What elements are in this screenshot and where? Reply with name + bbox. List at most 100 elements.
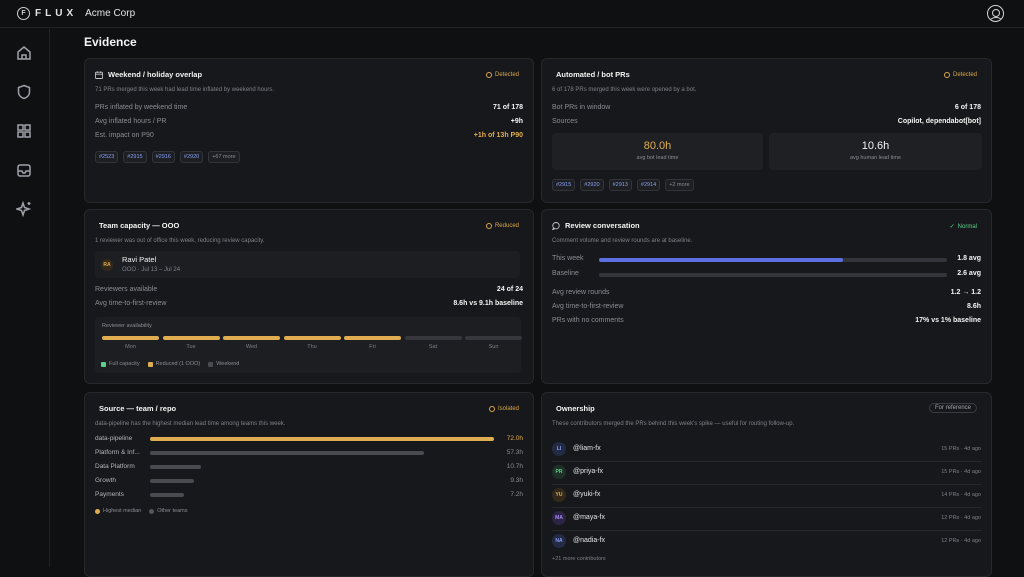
contributor-meta: 12 PRs · 4d ago bbox=[941, 515, 981, 521]
contributor-row[interactable]: LI @liam-fx 15 PRs · 4d ago bbox=[552, 441, 981, 459]
legend-label: Other teams bbox=[157, 508, 188, 514]
baseline-bar bbox=[599, 273, 947, 277]
bots-row: Sources Copilot, dependabot[bot] bbox=[552, 118, 981, 125]
row-label: PRs inflated by weekend time bbox=[95, 104, 188, 111]
org-name[interactable]: Acme Corp bbox=[85, 8, 136, 19]
more-contributors[interactable]: +21 more contributors bbox=[552, 556, 606, 562]
human-lead-time-stat: 10.6h avg human lead time bbox=[769, 133, 982, 170]
weekend-row: PRs inflated by weekend time 71 of 178 bbox=[95, 104, 523, 111]
avatar: NA bbox=[552, 534, 566, 548]
this-week-track bbox=[599, 258, 947, 262]
contributor-handle: @nadia-fx bbox=[573, 537, 606, 544]
ooo-person[interactable]: RA Ravi Patel OOO · Jul 13 – Jul 24 bbox=[95, 251, 520, 278]
weekend-title: Weekend / holiday overlap bbox=[108, 70, 203, 79]
row-value: 17% vs 1% baseline bbox=[915, 317, 981, 324]
row-value: 71 of 178 bbox=[493, 104, 523, 111]
contributor-row[interactable]: MA @maya-fx 12 PRs · 4d ago bbox=[552, 510, 981, 528]
team-name: Payments bbox=[95, 491, 124, 498]
pr-chip[interactable]: #2920 bbox=[179, 151, 204, 163]
contributor-row[interactable]: YU @yuki-fx 14 PRs · 4d ago bbox=[552, 487, 981, 505]
row-divider bbox=[552, 530, 981, 531]
team-value: 10.7h bbox=[506, 463, 523, 470]
nav-inbox-icon[interactable] bbox=[15, 161, 33, 179]
nav-home-icon[interactable] bbox=[15, 44, 33, 62]
weekend-subtitle: 71 PRs merged this week had lead time in… bbox=[95, 87, 275, 93]
day-label: Wed bbox=[245, 344, 258, 350]
nav-grid-icon[interactable] bbox=[15, 122, 33, 140]
contributor-meta: 12 PRs · 4d ago bbox=[941, 538, 981, 544]
nav-shield-icon[interactable] bbox=[15, 83, 33, 101]
day-label: Fri bbox=[369, 344, 376, 350]
day-availability-bar bbox=[465, 336, 522, 340]
day-label: Thu bbox=[307, 344, 317, 350]
row-label: Avg time-to-first-review bbox=[95, 300, 167, 307]
team-value: 72.0h bbox=[506, 435, 523, 442]
person-meta: OOO · Jul 13 – Jul 24 bbox=[122, 267, 181, 273]
contributor-meta: 15 PRs · 4d ago bbox=[941, 446, 981, 452]
row-value: 1.8 avg bbox=[957, 255, 981, 262]
nav-sparkle-icon[interactable] bbox=[15, 200, 33, 218]
row-value: +1h of 13h P90 bbox=[473, 132, 523, 139]
this-week-bar bbox=[599, 258, 843, 262]
baseline-track bbox=[599, 273, 947, 277]
team-bar bbox=[150, 479, 195, 483]
row-label: Bot PRs in window bbox=[552, 104, 611, 111]
legend-label: Full capacity bbox=[109, 361, 140, 367]
review-row: Avg review rounds 1.2 → 1.2 bbox=[552, 289, 981, 296]
row-value: Copilot, dependabot[bot] bbox=[897, 118, 981, 125]
capacity-row: Reviewers available 24 of 24 bbox=[95, 286, 523, 293]
weekend-row: Avg inflated hours / PR +9h bbox=[95, 118, 523, 125]
logo-text: FLUX bbox=[35, 8, 78, 19]
pr-chip[interactable]: #2915 bbox=[552, 179, 576, 191]
team-value: 7.2h bbox=[510, 491, 523, 498]
comment-icon bbox=[552, 221, 560, 230]
team-name: data-pipeline bbox=[95, 435, 133, 442]
capacity-subtitle: 1 reviewer was out of office this week, … bbox=[95, 238, 265, 244]
row-label: Avg inflated hours / PR bbox=[95, 118, 167, 125]
more-prs-chip[interactable]: +67 more bbox=[208, 151, 240, 163]
row-value: 2.6 avg bbox=[957, 270, 981, 277]
pr-chip[interactable]: #2920 bbox=[580, 179, 604, 191]
capacity-title: Team capacity — OOO bbox=[99, 221, 180, 230]
capacity-row: Avg time-to-first-review 8.6h vs 9.1h bas… bbox=[95, 300, 523, 307]
row-label: Sources bbox=[552, 118, 578, 125]
contributor-handle: @priya-fx bbox=[573, 468, 604, 475]
capacity-status-badge: Reduced bbox=[485, 223, 519, 229]
weekend-badge-label: Detected bbox=[494, 72, 519, 78]
top-bar: F FLUX Acme Corp bbox=[0, 0, 1024, 28]
stat-label: avg bot lead time bbox=[636, 155, 679, 161]
row-label: Reviewers available bbox=[95, 286, 158, 293]
bots-title: Automated / bot PRs bbox=[556, 70, 630, 79]
source-status-badge: Isolated bbox=[488, 406, 519, 412]
contributor-row[interactable]: NA @nadia-fx 12 PRs · 4d ago bbox=[552, 533, 981, 551]
pr-chip[interactable]: #2913 bbox=[608, 179, 632, 191]
stat-label: avg human lead time bbox=[849, 155, 902, 161]
source-title: Source — team / repo bbox=[99, 404, 177, 413]
page-title: Evidence bbox=[84, 35, 137, 49]
pr-chip[interactable]: #2916 bbox=[151, 151, 175, 163]
day-availability-bar bbox=[223, 336, 280, 340]
row-divider bbox=[552, 461, 981, 462]
contributor-row[interactable]: PR @priya-fx 15 PRs · 4d ago bbox=[552, 464, 981, 482]
pr-chip[interactable]: #2914 bbox=[636, 179, 661, 191]
alert-icon bbox=[485, 72, 492, 78]
logo[interactable]: F FLUX bbox=[17, 7, 77, 20]
review-baseline: Baseline 2.6 avg bbox=[552, 270, 981, 277]
source-badge-label: Isolated bbox=[497, 406, 519, 412]
calendar-icon bbox=[95, 70, 103, 79]
pr-chip[interactable]: #2523 bbox=[95, 151, 119, 163]
pr-chip[interactable]: #2915 bbox=[123, 151, 147, 163]
team-bar bbox=[150, 437, 494, 441]
user-avatar-icon[interactable] bbox=[987, 5, 1004, 22]
avatar: MA bbox=[552, 511, 566, 525]
more-prs-chip[interactable]: +2 more bbox=[665, 179, 694, 191]
reviewer-availability: Reviewer availability Mon Tue Wed Thu Fri Sat… bbox=[95, 317, 522, 373]
review-row: PRs with no comments 17% vs 1% baseline bbox=[552, 317, 981, 324]
day-availability-bar bbox=[102, 336, 159, 340]
row-value: 24 of 24 bbox=[496, 286, 523, 293]
ownership-title: Ownership bbox=[556, 404, 595, 413]
legend-label: Reduced (1 OOO) bbox=[155, 361, 201, 367]
alert-icon bbox=[485, 223, 492, 229]
review-status-badge: ✓ Normal bbox=[950, 223, 977, 231]
contributor-handle: @maya-fx bbox=[573, 514, 605, 521]
